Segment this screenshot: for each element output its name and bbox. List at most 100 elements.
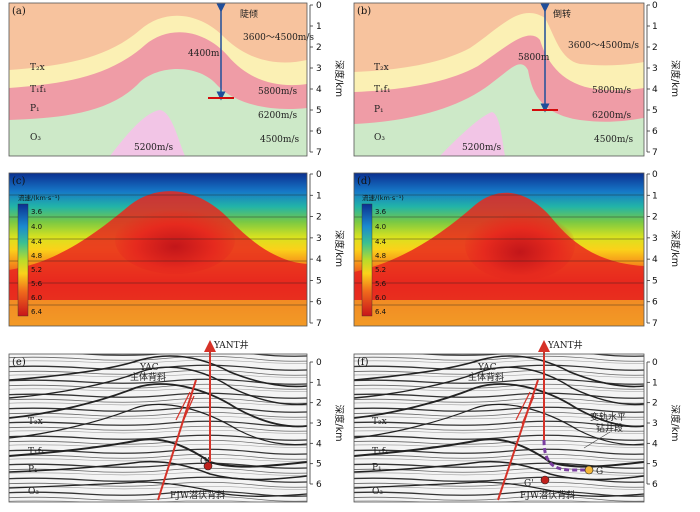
panel-d: (d) 流速/(km·s⁻¹) 3.6 4.0 4.4 4.8 5.2 5.6 … [353, 172, 645, 327]
panel-f-target-g-prime-marker [540, 475, 550, 485]
panel-f-seismic-background [354, 354, 644, 502]
panel-c-legend-tick: 6.4 [31, 308, 43, 316]
panel-e-depth-tick-label: 1 [316, 378, 322, 388]
panel-f-fault-1 [497, 379, 539, 501]
panel-f-depth-tick-label: 3 [652, 419, 658, 429]
panel-e-reflectors [8, 355, 308, 497]
panel-c-legend-tick: 6.0 [31, 294, 42, 302]
panel-e-depth-tick-label: 2 [316, 399, 322, 409]
panel-b-vel-upper: 3600～4500m/s [568, 41, 639, 51]
panel-d-depth-tick-label: 3 [652, 234, 658, 244]
panel-e-formation-1: T₂x [28, 417, 43, 427]
depth-axes: 0 1 2 3 4 5 6 7 深度/km 0 1 2 3 4 5 6 7 深度/km 0 1 2 3 4 5 6 7 深度/km 0… [309, 1, 681, 490]
panel-b-vel-p1: 5800m/s [592, 86, 631, 96]
panel-c-depth-tick-label: 3 [316, 234, 322, 244]
panel-d-depth-tick-label: 1 [652, 191, 658, 201]
panel-b-core-lilac [440, 112, 505, 156]
panel-a-annotation: 陡倾 [240, 8, 258, 20]
panel-b: (b) 倒转 5800m 3600～4500m/s 5800m/s 6200m/… [353, 2, 645, 157]
panel-a-vel-p1: 5800m/s [258, 87, 297, 97]
panel-a: (a) 陡倾 4400m 3600～4500m/s 5800m/s 6200m/… [8, 2, 314, 157]
panel-e-depth-tick-label: 5 [316, 460, 322, 470]
panel-f-depth-axis-title: 深度/km [669, 405, 681, 442]
panel-f-anticline-line-1: YAC [477, 363, 497, 373]
panel-f-horizontal-line-1: 变轨水平 [590, 411, 626, 423]
panel-a-vel-upper: 3600～4500m/s [243, 33, 314, 43]
panel-f-depth-tick-label: 5 [652, 460, 658, 470]
panel-d-depth-tick-label: 6 [652, 298, 658, 308]
panel-a-depth-axis-title: 深度/km [333, 60, 345, 97]
panel-b-depth-tick-label: 5 [652, 106, 658, 116]
panel-d-label: (d) [357, 176, 371, 187]
panel-e-depth-tick-label: 3 [316, 419, 322, 429]
panel-e-depth-axis-title: 深度/km [333, 405, 345, 442]
panel-d-legend-tick: 3.6 [375, 208, 387, 216]
panel-f-depth-tick-label: 1 [652, 378, 658, 388]
panel-d-legend-tick: 6.4 [375, 308, 387, 316]
panel-c-legend-tick: 4.0 [31, 223, 42, 231]
panel-a-vel-core: 5200m/s [134, 143, 173, 153]
panel-c-legend-tick: 5.6 [31, 280, 43, 288]
panel-a-depth-tick-label: 1 [316, 22, 322, 32]
panel-f-target-g: G [596, 467, 603, 477]
panel-e-target-label: G' [200, 457, 210, 467]
panel-e-fault-2 [175, 391, 191, 421]
panel-c-depth-tick-label: 6 [316, 298, 322, 308]
panel-c-legend-title: 流速/(km·s⁻¹) [18, 193, 60, 202]
panel-a-formation-3: P₁ [30, 104, 40, 114]
panel-b-depth-tick-label: 3 [652, 64, 658, 74]
panel-a-vel-o: 4500m/s [260, 135, 299, 145]
panel-c-legend-tick: 4.4 [31, 238, 43, 246]
panel-e-depth-tick-label: 4 [316, 439, 322, 449]
panel-c-legend-tick: 4.8 [31, 252, 42, 260]
panel-c-depth-tick-label: 0 [316, 170, 322, 180]
panel-f-buried-anticline: FJW潜伏背斜 [520, 489, 575, 501]
panel-f-target-g-prime: G' [524, 479, 534, 489]
panel-b-label: (b) [357, 6, 371, 17]
panel-e-seismic-background [9, 354, 307, 502]
panel-c-depth-axis-title: 深度/km [333, 230, 345, 267]
panel-d-legend-tick: 5.6 [375, 280, 387, 288]
panel-f-well-label: YANT井 [547, 339, 583, 351]
panel-a-formation-1: T₂x [30, 63, 45, 73]
panel-d-legend-ticks: 3.6 4.0 4.4 4.8 5.2 5.6 6.0 6.4 [375, 208, 387, 316]
panel-e-formation-4: O₃ [28, 487, 39, 497]
panel-c-legend-tick: 5.2 [31, 266, 42, 274]
panel-a-depth-tick-label: 4 [316, 85, 322, 95]
panel-f-callout-line [583, 431, 611, 449]
panel-c-depth-tick-label: 2 [316, 213, 322, 223]
panel-b-depth-tick-label: 2 [652, 43, 658, 53]
panel-c-legend-tick: 3.6 [31, 208, 43, 216]
panel-d-legend-bar [361, 203, 373, 317]
panel-f-formation-4: O₃ [372, 487, 383, 497]
panel-f-reflectors [353, 355, 645, 497]
panel-c-depth-tick-label: 1 [316, 191, 322, 201]
panel-f: (f) YANT井 YAC 主体背斜 变轨水平 钻井段 G' G FJW潜伏背斜… [353, 339, 645, 503]
panel-a-depth-tick-label: 3 [316, 64, 322, 74]
panel-e-formation-2: T₁f₁ [28, 447, 45, 457]
panel-c-depth-grid [9, 194, 307, 306]
panel-a-thickness: 4400m [188, 49, 220, 59]
panel-a-depth-tick-label: 2 [316, 43, 322, 53]
panel-b-vel-mid: 6200m/s [592, 111, 631, 121]
panel-a-vel-mid: 6200m/s [258, 111, 297, 121]
panel-d-legend-tick: 5.2 [375, 266, 386, 274]
panel-e-buried-anticline: FJW潜伏背斜 [170, 489, 225, 501]
panel-e-depth-tick-label: 6 [316, 480, 322, 490]
panel-b-depth-tick-label: 6 [652, 127, 658, 137]
panel-d-legend-tick: 6.0 [375, 294, 386, 302]
panel-a-core-lilac [110, 110, 185, 156]
panel-f-horizontal-line-2: 钻井段 [596, 422, 623, 434]
panel-d-legend-title: 流速/(km·s⁻¹) [362, 193, 404, 202]
panel-b-depth-tick-label: 7 [652, 148, 658, 158]
panel-f-formation-2: T₁f₁ [372, 447, 389, 457]
panel-d-high-velocity-core [465, 209, 575, 281]
panel-f-label: (f) [357, 357, 369, 368]
panel-a-label: (a) [12, 6, 26, 17]
panel-b-depth-tick-label: 1 [652, 22, 658, 32]
panel-b-green-layer [354, 64, 644, 156]
panel-b-vel-core: 5200m/s [462, 143, 501, 153]
panel-f-depth-tick-label: 2 [652, 399, 658, 409]
panel-b-depth-axis-title: 深度/km [669, 60, 681, 97]
panel-f-formation-3: P₁ [372, 463, 382, 473]
